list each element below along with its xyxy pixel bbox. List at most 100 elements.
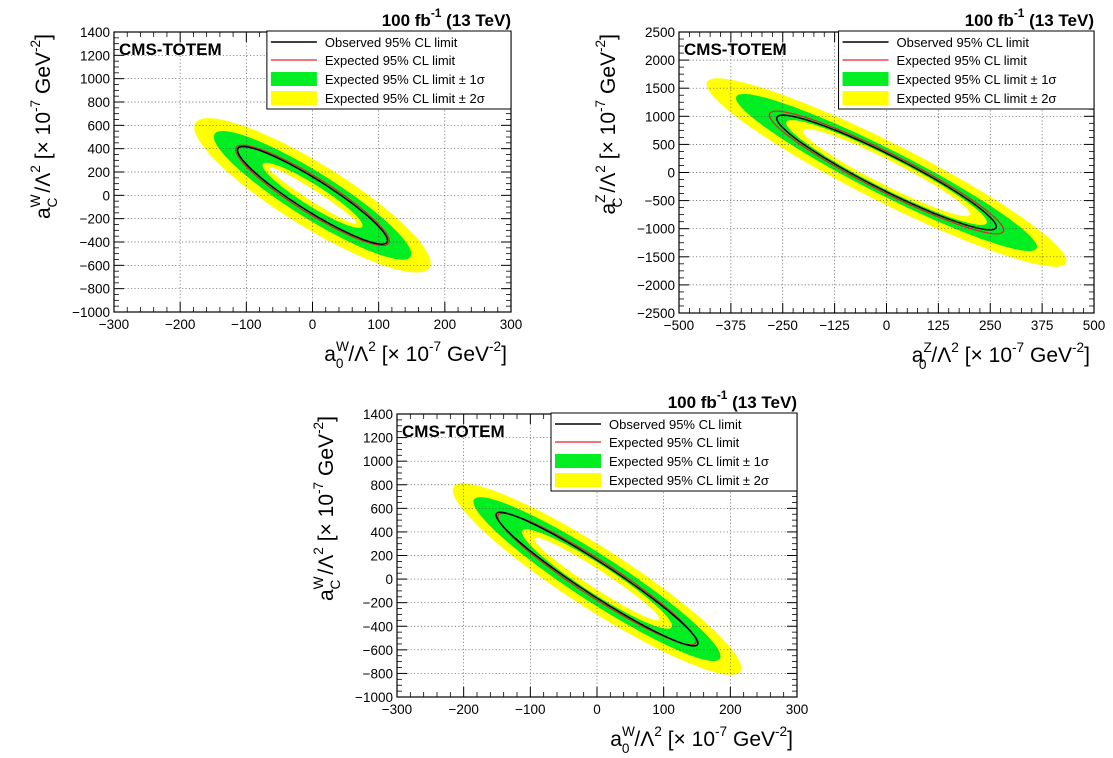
x-axis-title-part: a (324, 343, 336, 366)
x-axis-title: aZ 0/Λ2 [× 10-7 GeV-2] (912, 340, 1090, 372)
legend-entry: Expected 95% CL limit ± 1σ (325, 72, 485, 87)
lumi-part: (13 TeV) (441, 11, 511, 30)
lumi-label: 100 fb-1 (13 TeV) (965, 6, 1094, 30)
y-axis-title-part: -7 (28, 100, 43, 112)
expected-contour (497, 512, 697, 646)
y-tick-label: −200 (363, 596, 393, 611)
y-tick-label: −800 (363, 666, 393, 681)
plot-area (679, 32, 1094, 313)
y-axis-title-part: ] (597, 34, 620, 40)
x-axis-title-part: /Λ (634, 728, 654, 751)
y-tick-label: −500 (645, 194, 675, 209)
lumi-part: 100 fb (965, 11, 1014, 30)
lumi-part: -1 (431, 6, 442, 20)
y-axis-title-part: ] (32, 34, 55, 40)
y-axis-title: aW C/Λ2 [× 10-7 GeV-2] (28, 34, 60, 219)
y-tick-label: −1500 (637, 250, 675, 265)
legend-swatch-1sigma (842, 72, 889, 86)
x-axis-title-part: GeV (1024, 344, 1072, 367)
x-tick-label: 100 (367, 317, 390, 332)
y-tick-label: 1000 (645, 109, 675, 124)
legend-entry: Expected 95% CL limit ± 2σ (897, 91, 1057, 106)
plot-area (114, 32, 511, 312)
y-axis-title: aZ C/Λ2 [× 10-7 GeV-2] (593, 34, 625, 214)
observed-contour (775, 114, 998, 231)
y-tick-label: −1000 (637, 222, 675, 237)
y-axis-title-part: -2 (593, 40, 608, 52)
chart-panel-3: −300 −200 −100 0 100 200 300−1000−800−600−400−… (311, 388, 808, 756)
y-tick-label: 200 (87, 165, 110, 180)
x-axis-title-part: /Λ (931, 344, 951, 367)
y-axis-title-part: [× 10 (597, 112, 620, 165)
x-axis-title-part: -7 (1012, 340, 1024, 355)
y-tick-label: 1200 (363, 431, 393, 446)
x-tick-label: −375 (716, 318, 746, 333)
y-axis-title-part: -7 (593, 100, 608, 112)
legend-entry: Observed 95% CL limit (325, 35, 458, 50)
lumi-part: (13 TeV) (1024, 11, 1094, 30)
y-axis-title-part: -2 (311, 422, 326, 434)
x-tick-label: −125 (819, 318, 849, 333)
x-tick-label: −300 (99, 317, 129, 332)
experiment-label: CMS-TOTEM (119, 40, 222, 59)
x-tick-label: −500 (664, 318, 694, 333)
x-axis-title-part: ] (501, 343, 507, 366)
x-axis-title-part: -2 (1072, 340, 1084, 355)
x-axis-title-part: 2 (951, 340, 959, 355)
x-axis-title-part: [× 10 (376, 343, 429, 366)
y-tick-label: −2500 (637, 306, 675, 321)
x-tick-label: 200 (434, 317, 457, 332)
legend-entry: Expected 95% CL limit ± 2σ (325, 91, 485, 106)
x-axis-title-part: 0 (919, 357, 927, 372)
lumi-part: 100 fb (382, 11, 431, 30)
y-axis-title-part: 2 (28, 165, 43, 173)
legend-entry: Observed 95% CL limit (897, 35, 1030, 50)
y-tick-label: −200 (80, 212, 110, 227)
x-axis-title-part: GeV (441, 343, 489, 366)
y-axis-title-part: C (328, 579, 343, 589)
y-axis-title-part: C (45, 197, 60, 207)
legend-entry: Observed 95% CL limit (609, 417, 742, 432)
legend-entry: Expected 95% CL limit ± 1σ (897, 72, 1057, 87)
chart-panel-2: −500 −375 −250 −125 0 125 250 375 500 −2500 −2000 −… (593, 6, 1105, 372)
x-tick-label: 375 (1031, 318, 1054, 333)
x-axis-title-part: ] (1084, 344, 1090, 367)
y-axis-title-part: -7 (311, 482, 326, 494)
x-tick-label: −100 (231, 317, 261, 332)
y-axis-title-part: /Λ (315, 555, 338, 575)
y-axis-title-part: W (28, 194, 43, 207)
y-tick-label: 0 (385, 572, 393, 587)
y-tick-label: 1400 (80, 25, 110, 40)
x-tick-label: 0 (593, 702, 601, 717)
x-axis-title-part: ] (787, 728, 793, 751)
band-2sigma-inner-edge (534, 537, 660, 621)
expected-contour (235, 144, 390, 246)
expected-contour (768, 110, 1005, 235)
legend-swatch-2sigma (555, 473, 601, 487)
experiment-label: CMS-TOTEM (684, 40, 787, 59)
x-axis-title-part: 0 (622, 741, 630, 756)
y-tick-label: 0 (102, 188, 110, 203)
y-tick-label: 1500 (645, 81, 675, 96)
y-tick-label: 400 (370, 525, 393, 540)
y-tick-label: 2500 (645, 25, 675, 40)
x-tick-label: 250 (979, 318, 1002, 333)
y-axis-title-part: GeV (315, 434, 338, 482)
x-axis-title-part: -7 (715, 724, 727, 739)
lumi-part: -1 (1014, 6, 1025, 20)
y-axis-title-part: 2 (311, 547, 326, 555)
y-axis-title-part: [× 10 (315, 494, 338, 547)
y-tick-label: 600 (87, 118, 110, 133)
y-tick-label: 400 (87, 142, 110, 157)
legend-swatch-2sigma (842, 91, 889, 105)
legend-entry: Expected 95% CL limit ± 2σ (609, 473, 769, 488)
x-axis-title-part: [× 10 (662, 728, 715, 751)
y-tick-label: 600 (370, 501, 393, 516)
y-tick-label: −400 (363, 619, 393, 634)
lumi-part: 100 fb (668, 393, 717, 412)
y-tick-label: 1400 (363, 407, 393, 422)
y-axis-title-part: C (610, 197, 625, 207)
legend-swatch-2sigma (270, 91, 317, 105)
y-tick-label: −400 (80, 235, 110, 250)
lumi-part: (13 TeV) (727, 393, 797, 412)
